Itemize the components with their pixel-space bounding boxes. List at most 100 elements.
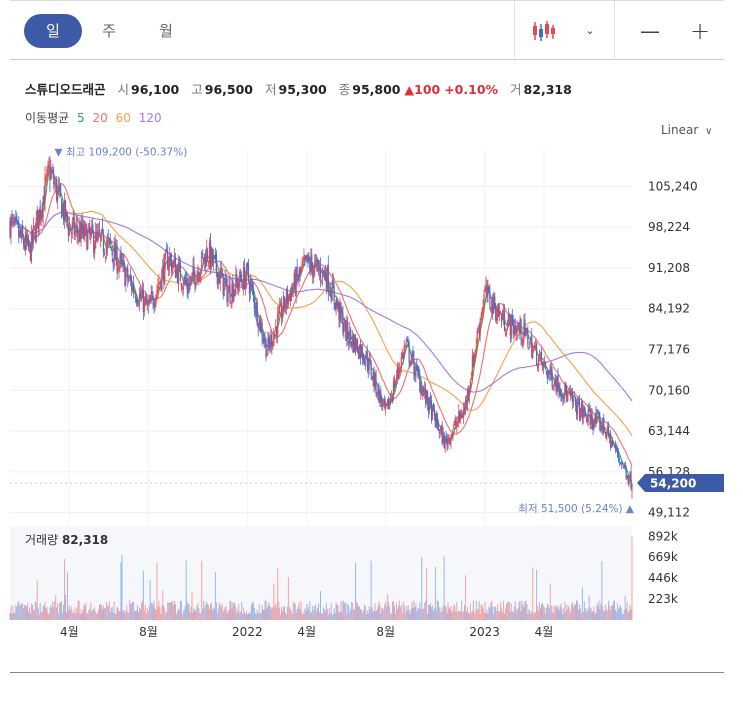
volume-bar xyxy=(560,603,562,620)
candle xyxy=(233,290,235,302)
candle xyxy=(61,205,64,216)
volume-bar xyxy=(415,603,417,620)
tab-weekly[interactable]: 주 xyxy=(102,22,116,40)
candle xyxy=(394,382,397,387)
volume-bar xyxy=(20,604,22,620)
candle xyxy=(14,217,16,221)
volume-bar xyxy=(111,606,113,620)
zoom-out-button[interactable]: — xyxy=(640,19,660,43)
candle xyxy=(601,424,603,430)
ma-60-label[interactable]: 60 xyxy=(115,111,131,125)
scale-mode-dropdown[interactable]: Linear ∨ xyxy=(661,123,712,137)
volume-bar xyxy=(621,614,623,620)
candle xyxy=(56,179,58,201)
candle xyxy=(358,345,361,359)
candle xyxy=(615,447,618,451)
volume-bar xyxy=(344,603,346,620)
candle xyxy=(193,264,195,275)
volume-bar xyxy=(316,611,318,620)
candle xyxy=(576,401,579,415)
volume-bar xyxy=(46,607,48,620)
ma-120-label[interactable]: 120 xyxy=(138,111,162,125)
volume-bar xyxy=(134,610,136,620)
volume-bar xyxy=(514,601,516,620)
volume-bar xyxy=(132,601,134,620)
chevron-down-icon[interactable]: ⌄ xyxy=(585,24,595,37)
volume-bar xyxy=(483,612,485,620)
zoom-in-button[interactable]: + xyxy=(689,17,711,45)
candle xyxy=(122,261,124,267)
candle xyxy=(324,271,326,280)
volume-bar xyxy=(529,610,531,620)
candle xyxy=(161,270,163,291)
candle xyxy=(211,249,214,263)
tab-monthly[interactable]: 월 xyxy=(159,22,173,40)
candle xyxy=(198,272,200,280)
candle xyxy=(531,336,533,358)
candle xyxy=(405,341,407,343)
candle xyxy=(248,283,251,294)
current-price-label: 54,200 xyxy=(650,477,696,491)
candle xyxy=(494,296,496,308)
low-value: 95,300 xyxy=(278,82,327,97)
volume-bar xyxy=(563,608,565,620)
candle xyxy=(457,421,459,424)
candle xyxy=(479,319,481,337)
candle xyxy=(482,306,484,312)
candle xyxy=(72,217,74,220)
candle xyxy=(145,295,147,305)
candle xyxy=(309,261,311,270)
candlestick-chart-type-icon[interactable] xyxy=(528,15,560,47)
volume-bar xyxy=(501,608,503,620)
volume-bar xyxy=(503,600,505,620)
candle xyxy=(451,434,453,436)
candle xyxy=(390,396,393,401)
volume-bar xyxy=(191,591,193,620)
candle xyxy=(611,440,614,445)
volume-bar xyxy=(334,612,336,620)
candle xyxy=(338,303,340,320)
volume-bar xyxy=(348,605,350,620)
volume-bar xyxy=(315,604,317,620)
volume-bar xyxy=(608,600,610,620)
moving-average-legend: 이동평균 5 20 60 120 xyxy=(25,109,162,126)
volume-bar xyxy=(220,606,222,620)
candle xyxy=(391,397,394,399)
candle xyxy=(472,355,474,367)
candle xyxy=(268,337,270,344)
tab-daily[interactable]: 일 xyxy=(24,14,82,48)
volume-bar xyxy=(498,611,500,620)
volume-bar xyxy=(359,608,361,620)
volume-bar xyxy=(236,612,238,620)
volume-bar xyxy=(604,610,606,620)
candle xyxy=(612,443,615,445)
volume-bar xyxy=(475,600,477,620)
volume-bar xyxy=(468,613,470,620)
volume-bar xyxy=(73,613,75,620)
volume-bar xyxy=(492,606,494,620)
volume-bar xyxy=(14,612,16,620)
candle xyxy=(546,372,548,379)
volume-bar xyxy=(158,600,160,620)
volume-bar xyxy=(365,613,367,620)
candle xyxy=(32,226,34,240)
volume-bar xyxy=(332,613,334,620)
candle xyxy=(179,262,181,282)
x-tick-label: 8월 xyxy=(376,625,395,639)
candle xyxy=(508,314,510,319)
volume-bar xyxy=(333,608,335,620)
candle xyxy=(81,222,83,234)
candle xyxy=(125,273,127,285)
volume-bar xyxy=(256,609,258,620)
candle xyxy=(181,288,183,289)
volume-bar xyxy=(116,606,118,620)
volume-bar xyxy=(145,613,147,620)
volume-bar xyxy=(173,605,175,620)
volume-bar xyxy=(442,605,444,620)
volume-bar xyxy=(245,613,247,620)
ma-5-label[interactable]: 5 xyxy=(77,111,85,125)
volume-bar xyxy=(571,603,573,620)
candle xyxy=(381,400,383,407)
ma-20-label[interactable]: 20 xyxy=(92,111,108,125)
